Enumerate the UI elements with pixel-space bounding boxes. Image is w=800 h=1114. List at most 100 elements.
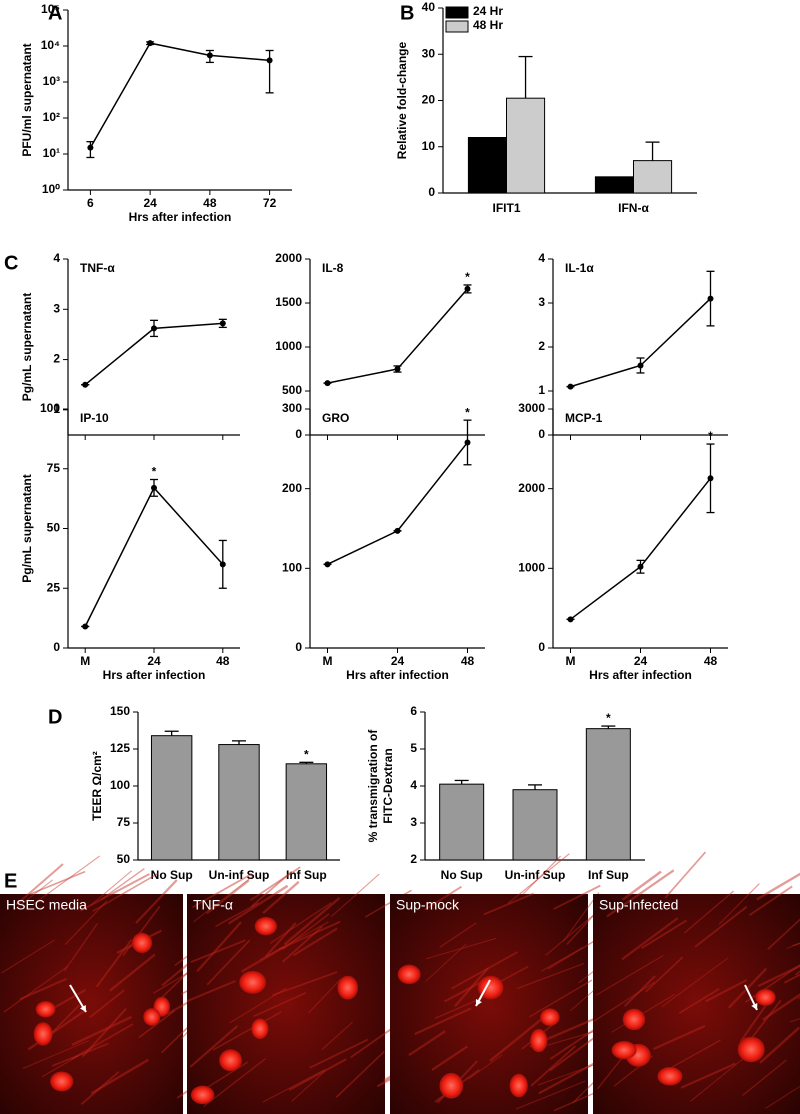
filament [593, 981, 656, 1022]
x-tick-label: M [80, 654, 90, 668]
chart-title: IL-8 [322, 261, 344, 275]
bar [218, 744, 260, 861]
filament [109, 953, 156, 992]
y-tick-label: 5 [410, 741, 417, 755]
chart-title: IL-1α [565, 261, 594, 275]
filament [309, 1038, 369, 1069]
filament [29, 870, 86, 895]
y-axis-label: Pg/mL supernatant [20, 474, 34, 582]
y-tick-label: 200 [282, 481, 302, 495]
filament [451, 951, 518, 990]
filament [186, 980, 236, 1003]
y-tick-label: 30 [422, 46, 436, 60]
nucleus [540, 1008, 560, 1026]
filament [269, 902, 332, 945]
filament [661, 957, 729, 1008]
filament [522, 855, 562, 896]
image-label: Sup-Infected [599, 897, 678, 913]
x-tick-label: IFIT1 [492, 201, 520, 215]
image-background [390, 894, 588, 1114]
nucleus [219, 1049, 243, 1072]
filament [203, 1058, 266, 1108]
legend-label: 24 Hr [473, 4, 503, 18]
y-tick-label: 10 [422, 139, 436, 153]
filament [537, 1064, 595, 1086]
filament [215, 902, 260, 928]
filament [51, 1042, 109, 1067]
filament [288, 1058, 347, 1091]
point [567, 616, 574, 623]
legend-label: 48 Hr [473, 18, 503, 32]
point [82, 623, 89, 630]
point [637, 362, 644, 369]
filament [260, 921, 329, 961]
filament [748, 885, 793, 916]
filament [80, 1070, 120, 1105]
x-tick-label: IFN-α [618, 201, 649, 215]
bar [594, 176, 635, 194]
filament [31, 855, 101, 906]
x-tick-label: 48 [704, 654, 718, 668]
filament [767, 918, 800, 951]
filament [783, 973, 800, 984]
filament [190, 939, 246, 964]
filament [454, 967, 489, 1008]
y-tick-label: 10² [43, 110, 60, 124]
bar [150, 735, 193, 861]
filament [283, 897, 341, 946]
filament [19, 977, 67, 1001]
filament [3, 966, 68, 1013]
filament [516, 962, 585, 990]
filament [671, 1039, 721, 1068]
y-tick-label: 100 [282, 561, 302, 575]
point [206, 52, 213, 59]
filament [278, 920, 341, 951]
y-tick-label: 2000 [518, 481, 545, 495]
x-tick-label: 24 [147, 654, 161, 668]
y-axis-label: Pg/mL supernatant [20, 293, 34, 401]
point [324, 561, 331, 568]
nucleus [239, 970, 267, 994]
significance-mark: * [708, 429, 713, 443]
point [464, 285, 471, 292]
y-tick-label: 1 [538, 383, 545, 397]
filament [757, 964, 800, 988]
filament [228, 884, 289, 925]
panel-letter: A [48, 2, 62, 24]
y-tick-label: 3 [538, 295, 545, 309]
filament [540, 946, 584, 972]
nucleus [251, 1018, 269, 1040]
nucleus [33, 1022, 53, 1046]
y-tick-label: 10¹ [43, 146, 60, 160]
y-tick-label: 4 [410, 778, 417, 792]
y-tick-label: 100 [110, 778, 130, 792]
filament [95, 939, 133, 988]
y-tick-label: 0 [538, 427, 545, 441]
filament [90, 870, 132, 906]
point [324, 380, 331, 387]
y-axis-label: Relative fold-change [395, 41, 409, 159]
bar [506, 97, 546, 194]
filament [431, 1045, 469, 1071]
chart-title: IP-10 [80, 411, 109, 425]
x-tick-label: Un-inf Sup [505, 868, 566, 882]
filament [122, 905, 161, 957]
point [87, 144, 94, 151]
filament [664, 851, 707, 899]
x-axis-label: Hrs after infection [129, 210, 232, 224]
filament [189, 1025, 239, 1068]
chart-title: MCP-1 [565, 411, 603, 425]
bar [585, 728, 631, 861]
y-axis-label: % transmigration of [366, 729, 380, 843]
filament [308, 978, 342, 1014]
y-tick-label: 4 [538, 251, 545, 265]
nucleus [509, 1073, 528, 1098]
filament [507, 853, 570, 904]
filament [611, 993, 676, 1033]
legend-swatch [445, 20, 469, 33]
y-tick-label: 3 [410, 815, 417, 829]
arrow-head [475, 999, 482, 1006]
point [464, 439, 471, 446]
filament [694, 905, 748, 948]
y-tick-label: 3000 [518, 401, 545, 415]
